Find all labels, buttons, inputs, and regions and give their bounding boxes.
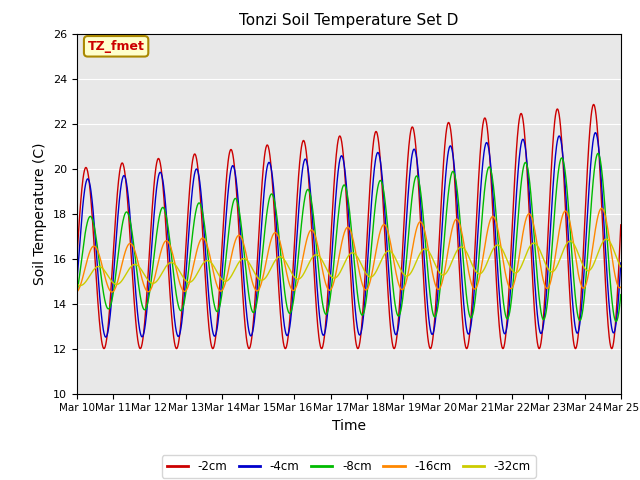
-2cm [383, 261, 390, 266]
-8cm [617, 292, 625, 298]
-2cm [589, 102, 597, 108]
-32cm [138, 267, 145, 273]
-32cm [77, 283, 84, 288]
-4cm [325, 293, 333, 299]
-16cm [73, 289, 81, 295]
-4cm [138, 334, 145, 339]
Line: -16cm: -16cm [77, 208, 621, 292]
-32cm [115, 281, 123, 287]
-8cm [325, 305, 333, 311]
-32cm [617, 264, 625, 270]
-32cm [316, 253, 323, 259]
-8cm [304, 187, 312, 192]
-16cm [383, 225, 390, 231]
-16cm [316, 250, 323, 256]
-16cm [108, 289, 116, 295]
-32cm [325, 271, 333, 276]
-2cm [617, 222, 625, 228]
-16cm [115, 273, 123, 278]
-8cm [594, 151, 602, 156]
-32cm [383, 249, 390, 254]
-16cm [617, 284, 625, 290]
-16cm [325, 287, 333, 293]
-8cm [137, 298, 145, 303]
-2cm [315, 334, 323, 340]
-2cm [325, 276, 333, 282]
-4cm [102, 334, 109, 340]
X-axis label: Time: Time [332, 419, 366, 433]
-2cm [73, 256, 81, 262]
-2cm [608, 346, 616, 351]
-16cm [304, 232, 312, 238]
-8cm [383, 210, 390, 216]
-4cm [617, 260, 625, 266]
-2cm [304, 163, 312, 168]
-4cm [316, 310, 323, 316]
-8cm [73, 291, 81, 297]
-8cm [315, 269, 323, 275]
-32cm [73, 281, 81, 287]
Line: -8cm: -8cm [77, 154, 621, 322]
Y-axis label: Soil Temperature (C): Soil Temperature (C) [33, 143, 47, 285]
-16cm [598, 205, 605, 211]
-2cm [137, 345, 145, 351]
-2cm [115, 175, 123, 180]
-4cm [383, 238, 390, 244]
-4cm [304, 166, 312, 171]
Line: -32cm: -32cm [77, 239, 621, 286]
Title: Tonzi Soil Temperature Set D: Tonzi Soil Temperature Set D [239, 13, 458, 28]
-4cm [115, 198, 123, 204]
Line: -4cm: -4cm [77, 132, 621, 337]
-32cm [602, 236, 610, 242]
Line: -2cm: -2cm [77, 105, 621, 348]
Legend: -2cm, -4cm, -8cm, -16cm, -32cm: -2cm, -4cm, -8cm, -16cm, -32cm [162, 455, 536, 478]
-8cm [115, 246, 123, 252]
-16cm [138, 274, 145, 279]
-8cm [612, 319, 620, 324]
-4cm [73, 280, 81, 286]
-32cm [304, 263, 312, 268]
Text: TZ_fmet: TZ_fmet [88, 40, 145, 53]
-4cm [591, 130, 599, 135]
